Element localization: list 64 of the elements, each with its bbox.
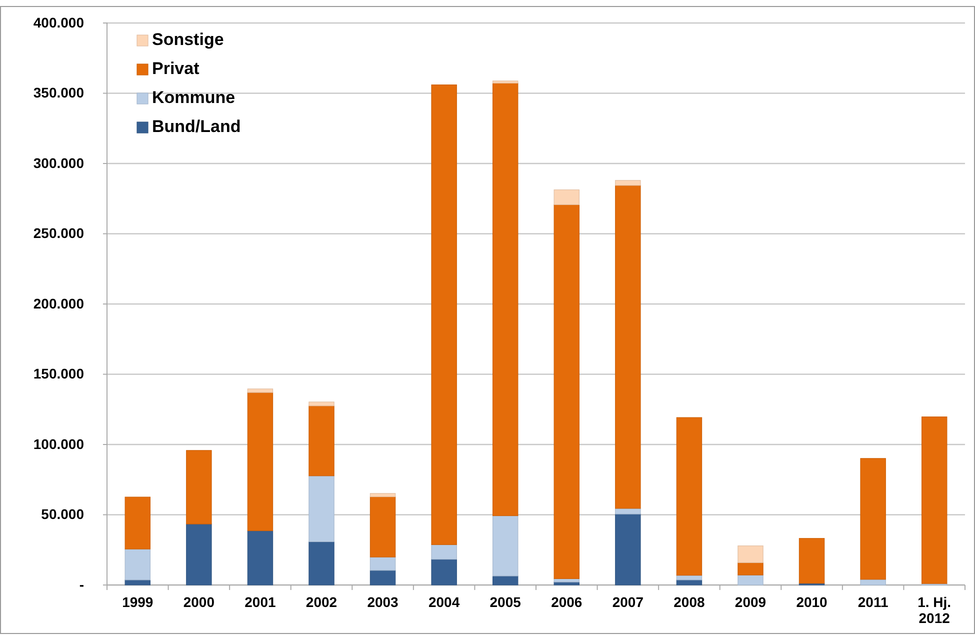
y-tick-label: 150.000 (33, 366, 84, 382)
bar (492, 515, 518, 576)
x-tick-label: 2011 (858, 594, 888, 610)
x-tick-label: 1999 (122, 594, 154, 610)
bar (247, 530, 274, 586)
x-tick-label: 2005 (490, 594, 522, 610)
bar (860, 579, 886, 586)
bar (676, 417, 702, 576)
bar (370, 496, 396, 558)
bar (124, 548, 151, 580)
x-tick-label: 2000 (183, 594, 215, 610)
bar (738, 574, 764, 586)
x-tick-label: 2010 (796, 594, 828, 610)
bar (431, 84, 457, 545)
x-tick-label: 2008 (674, 594, 705, 610)
x-tick-label: 2003 (367, 594, 399, 610)
bar (370, 556, 396, 571)
y-tick-label: 250.000 (33, 225, 84, 242)
bar (921, 416, 948, 584)
y-tick-label: 100.000 (33, 436, 84, 452)
x-tick-label: 2001 (244, 594, 276, 610)
y-tick-label: 350.000 (33, 84, 84, 101)
y-tick-label: 50.000 (41, 506, 84, 522)
bar (676, 575, 702, 580)
bar (308, 476, 334, 542)
bar (492, 576, 518, 586)
bar (247, 392, 274, 532)
y-tick-label: 400.000 (33, 14, 84, 30)
bar (554, 189, 580, 205)
bar (186, 524, 212, 586)
bar (124, 496, 151, 550)
x-tick-label: 2004 (428, 594, 460, 610)
x-tick-label: 2006 (551, 594, 582, 610)
bar (431, 544, 457, 560)
x-tick-label: 2002 (306, 594, 338, 610)
bar (308, 402, 334, 406)
legend-label: Sonstige (152, 30, 224, 49)
legend-label: Kommune (152, 88, 236, 107)
bar (370, 570, 396, 586)
bar (798, 538, 825, 584)
bar (308, 406, 334, 476)
bar (370, 493, 396, 498)
bar (615, 508, 641, 514)
x-tick-label: 2009 (734, 594, 766, 610)
legend-label: Privat (152, 59, 200, 78)
bar (492, 80, 518, 84)
bar (615, 185, 641, 509)
bar (738, 546, 764, 563)
bar (554, 204, 580, 579)
bar (860, 458, 886, 580)
y-tick-label: 300.000 (33, 154, 84, 171)
x-tick-label: 2007 (612, 594, 644, 610)
legend-label: Bund/Land (152, 117, 241, 136)
bar (247, 388, 274, 393)
y-tick-label: - (79, 576, 84, 592)
bar (308, 541, 334, 586)
bar (431, 558, 457, 586)
x-tick-label: 1. Hj. 2012 (918, 594, 952, 626)
bar (492, 82, 518, 516)
bar (738, 562, 764, 576)
y-tick-label: 200.000 (33, 295, 84, 312)
bar (186, 450, 212, 524)
bar (615, 514, 641, 586)
bar (615, 180, 641, 186)
